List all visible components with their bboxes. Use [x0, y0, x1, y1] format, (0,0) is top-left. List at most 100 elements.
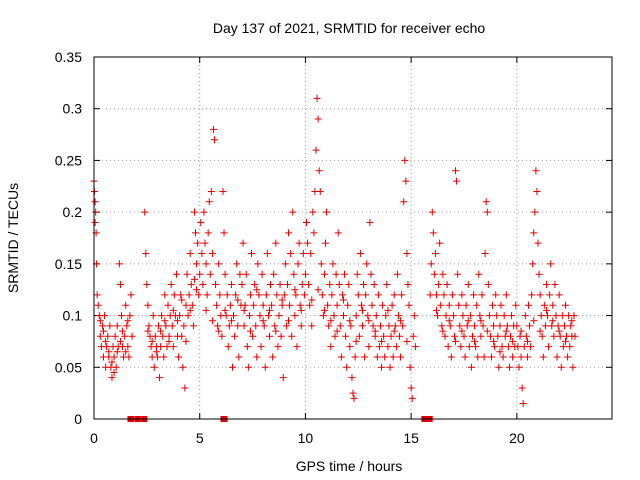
data-point — [453, 177, 461, 185]
data-point — [561, 301, 569, 309]
data-point — [168, 322, 176, 330]
data-point — [304, 239, 312, 247]
data-point — [359, 322, 367, 330]
data-point — [517, 353, 525, 361]
data-point — [198, 250, 206, 258]
data-point — [365, 343, 373, 351]
data-point — [122, 348, 130, 356]
data-point — [352, 312, 360, 320]
data-point — [201, 239, 209, 247]
data-point — [294, 260, 302, 268]
data-point — [389, 353, 397, 361]
data-point — [302, 218, 310, 226]
data-point — [338, 291, 346, 299]
data-point — [391, 322, 399, 330]
data-point — [375, 343, 383, 351]
data-point — [361, 353, 369, 361]
axes: 0 0.05 0.1 0.15 0.2 0.25 0.3 0.35 0 5 10 15 20 — [55, 49, 612, 446]
data-point — [457, 343, 465, 351]
data-point — [537, 312, 545, 320]
x-tick-label: 15 — [403, 430, 419, 446]
data-point — [404, 281, 412, 289]
data-point — [165, 337, 173, 345]
data-point — [515, 363, 523, 371]
data-point — [308, 322, 316, 330]
data-point — [549, 301, 557, 309]
data-point — [384, 343, 392, 351]
data-point — [148, 337, 156, 345]
data-point — [490, 337, 498, 345]
data-point — [285, 317, 293, 325]
data-point — [117, 312, 125, 320]
data-point — [433, 291, 441, 299]
y-tick-label: 0.35 — [55, 49, 82, 65]
data-point — [371, 327, 379, 335]
data-point — [378, 337, 386, 345]
data-point — [249, 332, 257, 340]
data-point — [435, 281, 443, 289]
data-point — [128, 332, 136, 340]
data-point — [378, 363, 386, 371]
data-point — [259, 317, 267, 325]
data-point — [191, 229, 199, 237]
data-point — [456, 322, 464, 330]
data-point — [119, 327, 127, 335]
data-point — [427, 260, 435, 268]
data-point — [472, 343, 480, 351]
data-point — [240, 322, 248, 330]
data-point — [400, 198, 408, 206]
data-point — [390, 291, 398, 299]
data-point — [509, 337, 517, 345]
data-point — [305, 281, 313, 289]
data-point — [539, 353, 547, 361]
data-point — [272, 239, 280, 247]
data-point — [333, 327, 341, 335]
data-point — [329, 260, 337, 268]
data-point — [429, 229, 437, 237]
data-point — [512, 301, 520, 309]
data-point — [265, 306, 273, 314]
data-point — [218, 332, 226, 340]
data-point — [407, 384, 415, 392]
data-point — [285, 229, 293, 237]
x-tick-label: 5 — [196, 430, 204, 446]
data-point — [530, 229, 538, 237]
data-point — [527, 343, 535, 351]
data-point — [336, 322, 344, 330]
data-point — [167, 281, 175, 289]
data-point — [274, 343, 282, 351]
data-point — [323, 208, 331, 216]
data-point — [246, 327, 254, 335]
data-point — [458, 291, 466, 299]
data-point — [106, 322, 114, 330]
data-point — [318, 291, 326, 299]
data-point — [226, 301, 234, 309]
data-point — [553, 353, 561, 361]
data-point — [174, 317, 182, 325]
data-point — [386, 363, 394, 371]
data-point — [557, 363, 565, 371]
data-point — [221, 270, 229, 278]
data-point — [123, 322, 131, 330]
data-point — [544, 312, 552, 320]
data-point — [293, 343, 301, 351]
data-point — [153, 353, 161, 361]
data-point — [196, 270, 204, 278]
data-point — [538, 332, 546, 340]
data-point — [269, 353, 277, 361]
data-point — [232, 291, 240, 299]
data-point — [403, 250, 411, 258]
data-point — [199, 281, 207, 289]
data-point — [482, 198, 490, 206]
data-point — [280, 291, 288, 299]
data-point — [96, 317, 104, 325]
data-point — [115, 260, 123, 268]
data-point — [215, 260, 223, 268]
data-point — [467, 363, 475, 371]
data-point — [178, 332, 186, 340]
data-point — [509, 353, 517, 361]
data-point — [272, 327, 280, 335]
data-point — [202, 306, 210, 314]
data-point — [169, 306, 177, 314]
data-point — [250, 301, 258, 309]
